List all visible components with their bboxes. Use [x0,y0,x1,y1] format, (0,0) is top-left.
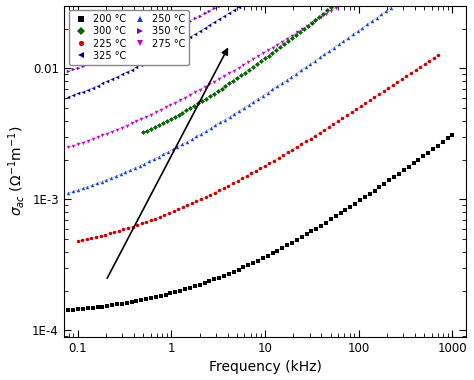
275 °C [313,18,319,22]
325 °C [65,95,71,100]
225 °C [294,145,300,149]
275 °C [299,27,305,32]
325 °C [236,5,241,9]
225 °C [235,179,240,183]
200 °C [449,133,455,137]
300 °C [328,5,334,10]
X-axis label: Frequency (kHz): Frequency (kHz) [209,361,321,374]
275 °C [294,30,300,35]
275 °C [65,145,71,150]
Line: 300 °C: 300 °C [142,0,454,134]
250 °C [65,191,71,195]
200 °C [328,217,334,222]
350 °C [65,69,71,73]
Line: 225 °C: 225 °C [76,53,440,243]
275 °C [236,66,241,70]
225 °C [290,147,295,152]
300 °C [324,8,330,13]
200 °C [406,165,411,169]
Y-axis label: $\sigma_{ac}$ $(\Omega^{-1}$m$^{-1})$: $\sigma_{ac}$ $(\Omega^{-1}$m$^{-1})$ [6,126,27,217]
225 °C [308,136,313,141]
225 °C [394,80,400,85]
Line: 250 °C: 250 °C [67,0,445,195]
225 °C [321,128,327,132]
200 °C [65,308,71,313]
275 °C [328,9,334,13]
Line: 350 °C: 350 °C [67,0,454,73]
200 °C [294,238,300,242]
250 °C [398,0,403,3]
250 °C [308,62,313,66]
200 °C [236,267,241,272]
200 °C [313,226,319,231]
300 °C [140,130,146,135]
Line: 325 °C: 325 °C [67,0,454,99]
250 °C [231,111,237,116]
Line: 200 °C: 200 °C [67,133,454,312]
Legend: 200 °C, 300 °C, 225 °C, 325 °C, 250 °C, 350 °C, 275 °C: 200 °C, 300 °C, 225 °C, 325 °C, 250 °C, … [69,10,189,65]
300 °C [277,44,283,49]
250 °C [289,74,294,79]
Line: 275 °C: 275 °C [67,0,454,149]
225 °C [75,239,81,244]
225 °C [436,52,441,57]
250 °C [322,52,328,57]
200 °C [299,235,305,239]
250 °C [293,71,299,76]
